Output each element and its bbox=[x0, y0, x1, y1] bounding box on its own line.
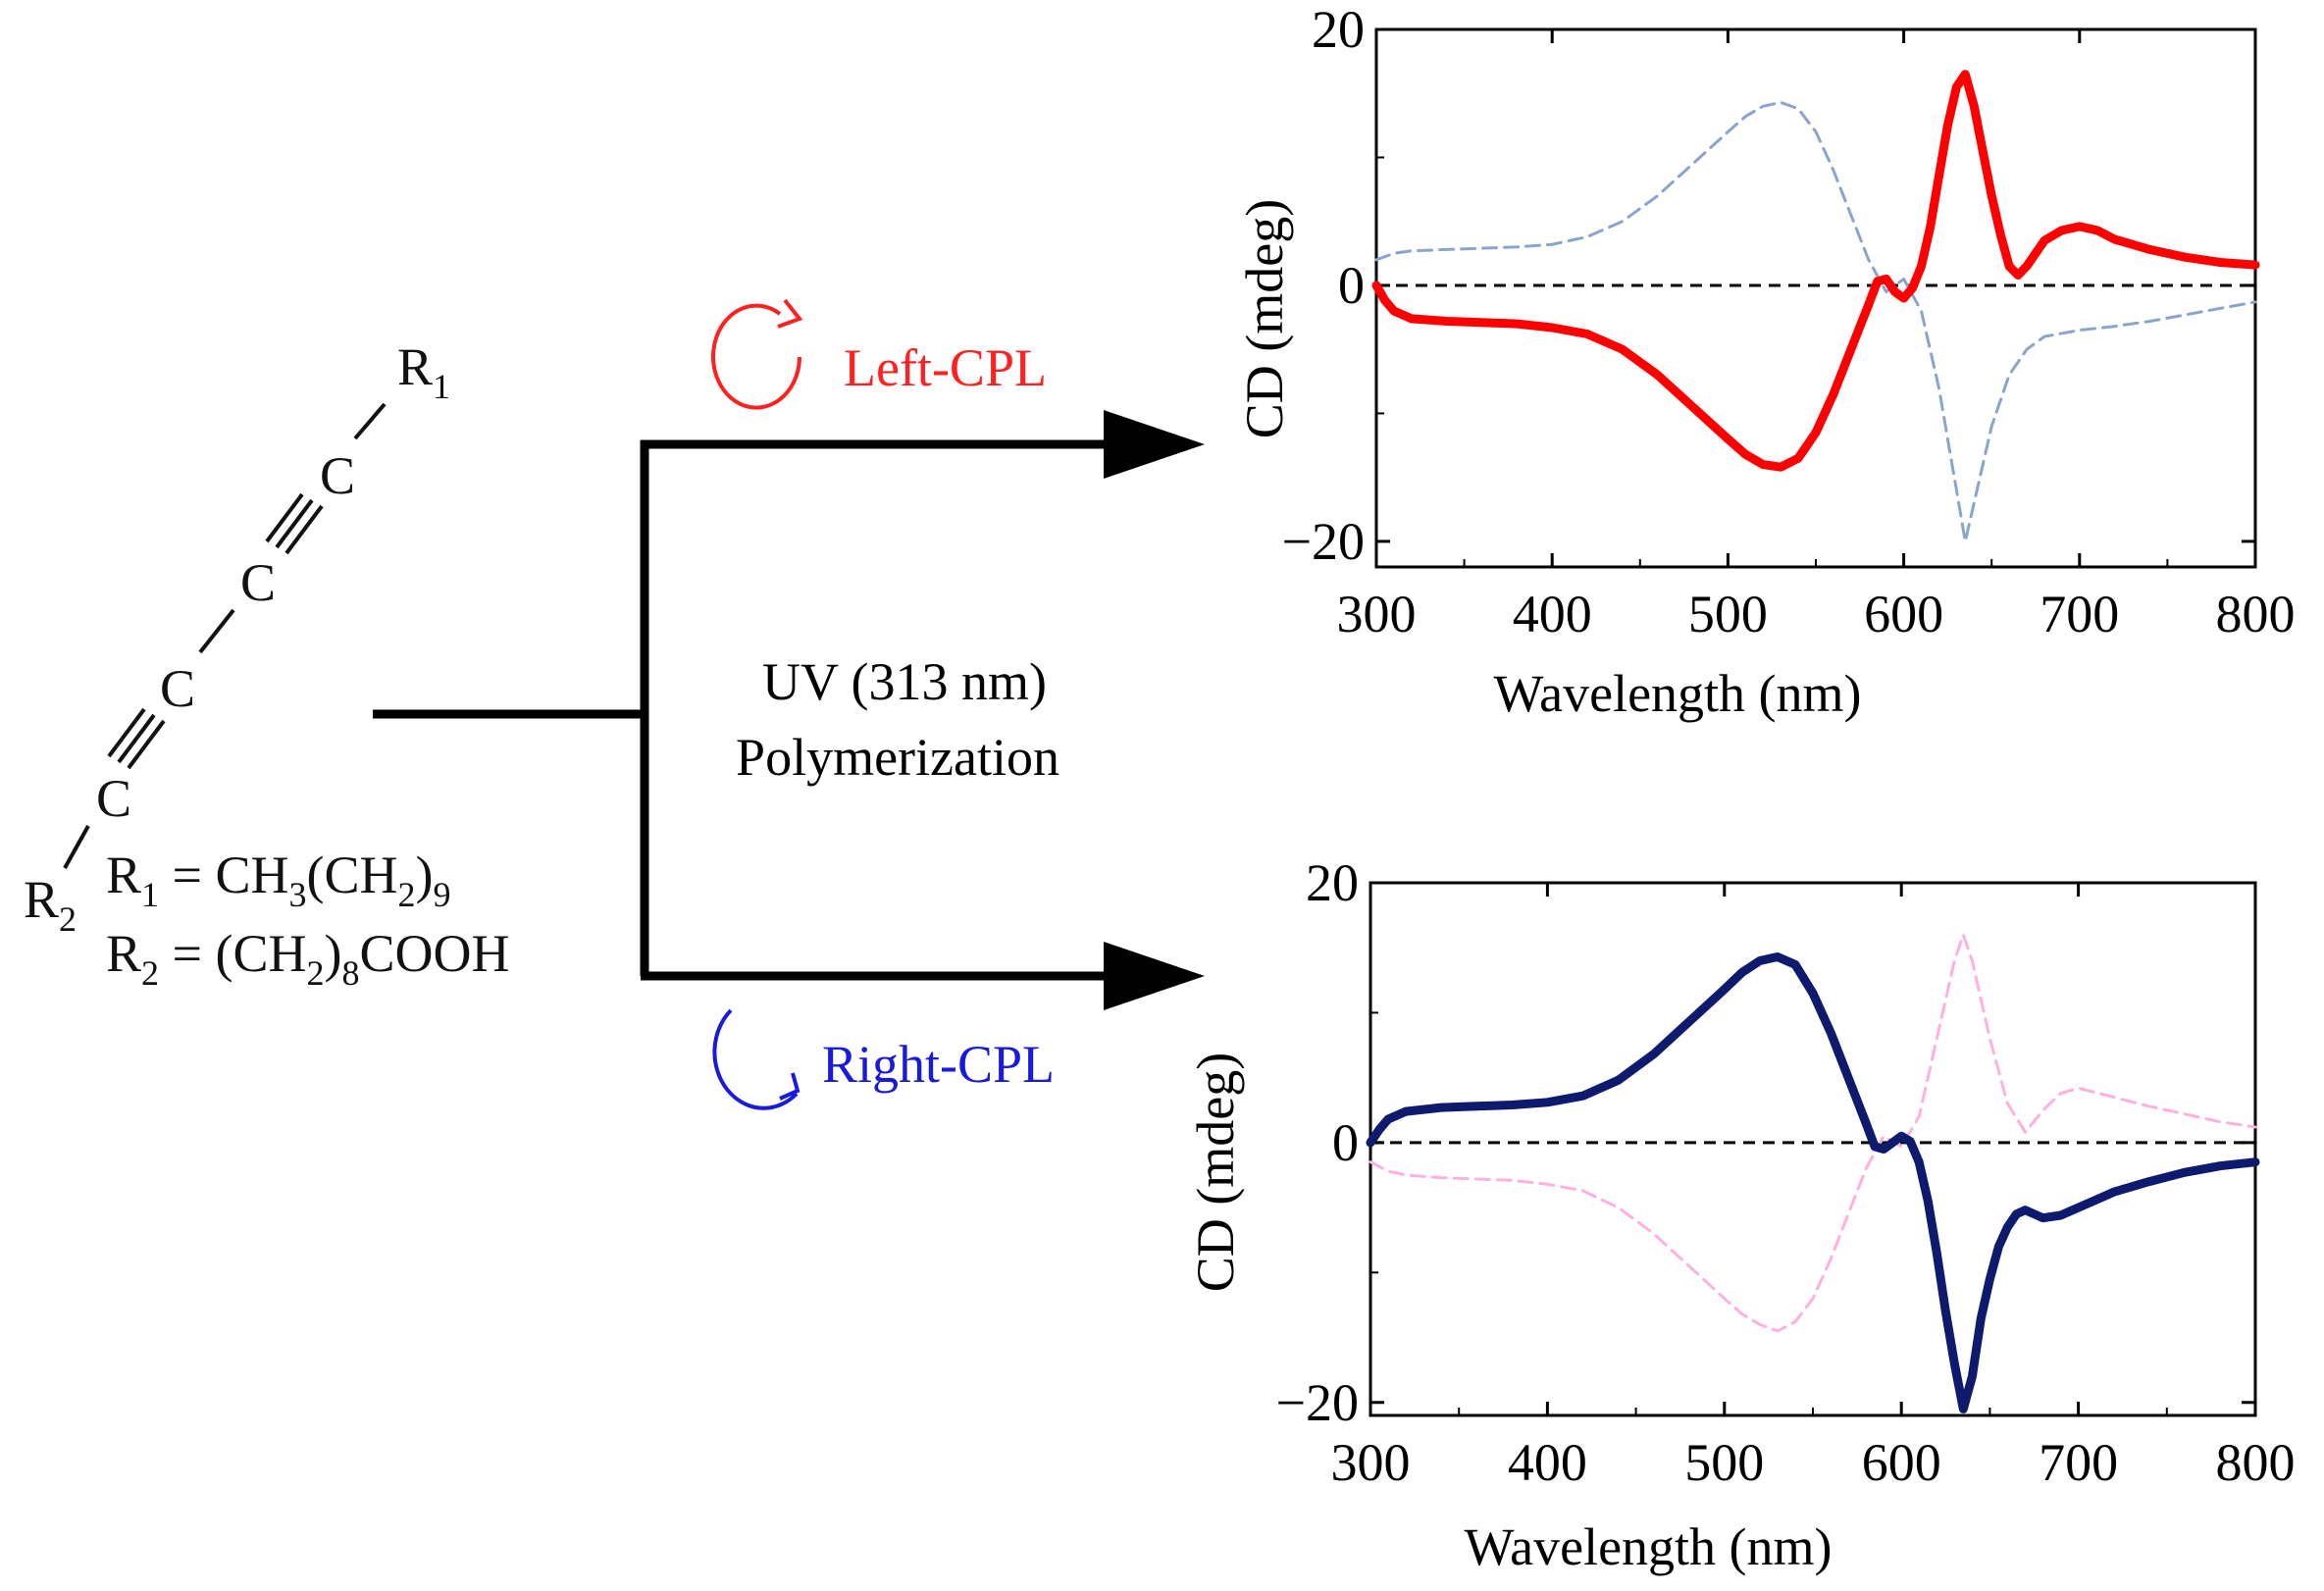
top-xtick-label: 500 bbox=[1688, 585, 1768, 643]
cd-spectrum-chart-top: 300 400 500 600 700 800 −20 0 20 CD (mdeg) Wavel… bbox=[1235, 0, 2296, 723]
bottom-series-reference-dashed bbox=[1369, 933, 2257, 1333]
top-xlabel: Wavelength (nm) bbox=[1493, 664, 1861, 723]
top-series-main-solid bbox=[1371, 70, 2260, 472]
top-ytick-label: 20 bbox=[1312, 0, 1365, 59]
bottom-xtick-label: 700 bbox=[2039, 1433, 2118, 1492]
bottom-xtick-label: 400 bbox=[1508, 1433, 1587, 1492]
atom-c2: C bbox=[240, 553, 276, 612]
bottom-xlabel: Wavelength (nm) bbox=[1464, 1517, 1832, 1576]
bottom-ylabel: CD (mdeg) bbox=[1186, 1052, 1245, 1292]
bond-c2-c3 bbox=[198, 608, 235, 654]
top-ytick-label: −20 bbox=[1282, 512, 1365, 571]
top-xtick-label: 300 bbox=[1337, 585, 1417, 643]
bond-c4-r2 bbox=[63, 825, 90, 869]
r1-definition: R1 = CH3(CH2)9 bbox=[106, 846, 450, 914]
top-xtick-label: 700 bbox=[2040, 585, 2119, 643]
top-ytick-label: 0 bbox=[1338, 256, 1365, 315]
bottom-plot-frame bbox=[1369, 881, 2257, 1417]
top-ylabel: CD (mdeg) bbox=[1235, 199, 1294, 438]
bottom-xtick-label: 500 bbox=[1684, 1433, 1764, 1492]
cd-spectrum-chart-bottom: 300 400 500 600 700 800 −20 0 20 CD (mdeg) Wavel… bbox=[1186, 853, 2296, 1576]
right-cpl-label: Right-CPL bbox=[822, 1035, 1055, 1094]
top-plot-frame bbox=[1374, 27, 2257, 569]
r2-definition: R2 = (CH2)8COOH bbox=[106, 924, 509, 993]
bond-r1-c1 bbox=[353, 402, 387, 440]
bottom-ytick-label: 0 bbox=[1332, 1113, 1359, 1172]
top-series-reference-dashed bbox=[1374, 100, 2257, 543]
bottom-xtick-label: 600 bbox=[1862, 1433, 1941, 1492]
diacetylene-structure: R1 C C C C R2 R1 = CH3(CH2)9 R2 = (CH2) bbox=[24, 337, 509, 993]
top-xtick-label: 400 bbox=[1513, 585, 1592, 643]
atom-c1: C bbox=[320, 446, 355, 505]
right-cpl-rotation-icon bbox=[712, 1008, 800, 1110]
bottom-plot-area: 300 400 500 600 700 800 −20 0 20 bbox=[1276, 853, 2296, 1492]
lower-arrowhead bbox=[1104, 942, 1205, 1010]
atom-c4: C bbox=[96, 769, 131, 828]
bottom-ytick-label: 20 bbox=[1306, 853, 1359, 912]
triple-bond-upper bbox=[265, 492, 324, 555]
bottom-ytick-label: −20 bbox=[1276, 1373, 1359, 1432]
bottom-xtick-label: 300 bbox=[1331, 1433, 1411, 1492]
bottom-series-main-solid bbox=[1366, 952, 2260, 1413]
left-cpl-label: Left-CPL bbox=[844, 338, 1047, 397]
condition-line-1: UV (313 nm) bbox=[762, 652, 1047, 711]
condition-line-2: Polymerization bbox=[736, 728, 1059, 787]
triple-bond-lower bbox=[107, 707, 166, 770]
left-cpl-rotation-icon bbox=[711, 298, 803, 410]
top-plot-area: 300 400 500 600 700 800 −20 0 20 bbox=[1282, 0, 2296, 643]
atom-c3: C bbox=[160, 659, 195, 718]
r2-label: R2 bbox=[24, 870, 77, 939]
reaction-scheme: UV (313 nm) Polymerization Left-CPL Righ… bbox=[373, 298, 1205, 1110]
r1-label: R1 bbox=[397, 337, 450, 406]
upper-arrowhead bbox=[1104, 410, 1205, 479]
top-xtick-label: 800 bbox=[2216, 585, 2296, 643]
top-xtick-label: 600 bbox=[1864, 585, 1943, 643]
bottom-xtick-label: 800 bbox=[2216, 1433, 2296, 1492]
